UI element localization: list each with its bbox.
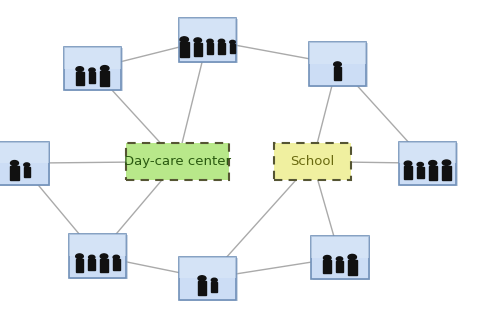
Circle shape xyxy=(198,276,206,281)
FancyBboxPatch shape xyxy=(0,143,50,186)
Bar xyxy=(10,166,18,180)
FancyBboxPatch shape xyxy=(400,143,458,186)
Bar xyxy=(428,166,437,180)
Circle shape xyxy=(442,160,450,165)
Circle shape xyxy=(24,163,30,167)
Circle shape xyxy=(100,66,109,71)
FancyBboxPatch shape xyxy=(179,18,236,61)
FancyBboxPatch shape xyxy=(180,258,238,301)
Bar xyxy=(230,44,235,53)
Bar xyxy=(336,261,343,272)
FancyBboxPatch shape xyxy=(179,18,236,40)
Bar xyxy=(206,44,214,54)
FancyBboxPatch shape xyxy=(313,237,370,280)
FancyBboxPatch shape xyxy=(126,143,229,180)
FancyBboxPatch shape xyxy=(399,141,456,185)
Circle shape xyxy=(212,278,217,282)
Text: School: School xyxy=(290,155,335,168)
Circle shape xyxy=(334,62,342,67)
FancyBboxPatch shape xyxy=(180,19,238,63)
FancyBboxPatch shape xyxy=(0,141,49,163)
FancyBboxPatch shape xyxy=(0,141,49,185)
Bar xyxy=(218,44,225,54)
FancyBboxPatch shape xyxy=(69,234,126,256)
Bar xyxy=(334,67,342,80)
FancyBboxPatch shape xyxy=(70,236,128,278)
Circle shape xyxy=(100,254,108,259)
Bar xyxy=(100,259,108,272)
Bar xyxy=(88,72,96,83)
Bar xyxy=(76,259,84,272)
Bar xyxy=(404,166,412,179)
Bar xyxy=(180,42,188,57)
Bar xyxy=(76,72,84,84)
Circle shape xyxy=(429,161,436,166)
Bar xyxy=(100,71,109,86)
Circle shape xyxy=(336,257,342,261)
Circle shape xyxy=(76,67,84,72)
FancyBboxPatch shape xyxy=(64,47,121,90)
Circle shape xyxy=(194,38,202,43)
Circle shape xyxy=(218,39,224,43)
Circle shape xyxy=(417,163,424,166)
FancyBboxPatch shape xyxy=(274,143,351,180)
FancyBboxPatch shape xyxy=(311,236,369,279)
Circle shape xyxy=(348,254,356,260)
Bar xyxy=(211,282,218,292)
FancyBboxPatch shape xyxy=(65,48,123,91)
FancyBboxPatch shape xyxy=(311,236,369,258)
Circle shape xyxy=(324,255,331,260)
Circle shape xyxy=(404,161,412,166)
Bar xyxy=(194,43,202,56)
FancyBboxPatch shape xyxy=(69,234,126,277)
FancyBboxPatch shape xyxy=(309,42,366,85)
Bar xyxy=(348,260,356,275)
Bar xyxy=(113,260,119,270)
Circle shape xyxy=(180,37,188,42)
Bar xyxy=(198,281,206,295)
FancyBboxPatch shape xyxy=(64,47,121,69)
Bar xyxy=(24,167,30,177)
Circle shape xyxy=(207,39,213,43)
FancyBboxPatch shape xyxy=(179,257,236,278)
FancyBboxPatch shape xyxy=(310,43,368,86)
Circle shape xyxy=(89,68,95,72)
Text: Day-care center: Day-care center xyxy=(124,155,231,168)
Circle shape xyxy=(230,40,235,44)
Circle shape xyxy=(76,254,84,259)
Circle shape xyxy=(113,255,119,259)
FancyBboxPatch shape xyxy=(399,141,456,163)
Bar xyxy=(324,260,331,273)
Bar xyxy=(442,165,451,180)
Bar xyxy=(417,167,424,178)
FancyBboxPatch shape xyxy=(309,42,366,64)
Circle shape xyxy=(10,161,18,166)
FancyBboxPatch shape xyxy=(179,257,236,300)
Bar xyxy=(88,260,95,270)
Circle shape xyxy=(88,255,95,259)
